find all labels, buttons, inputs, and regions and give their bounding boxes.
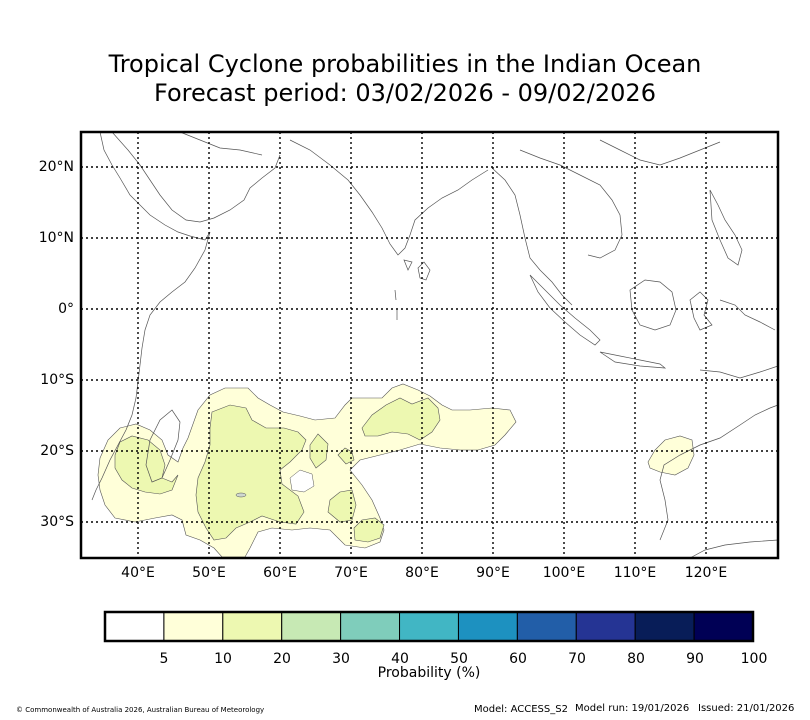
colorbar-tick: 20 — [273, 651, 291, 667]
model-name: Model: ACCESS_S2 — [474, 704, 568, 715]
lat-label-10n: 10°N — [38, 230, 74, 246]
colorbar-tick: 80 — [627, 651, 645, 667]
colorbar-tick: 40 — [391, 651, 409, 667]
lat-label-30s: 30°S — [40, 514, 74, 530]
colorbar-label: Probability (%) — [377, 665, 481, 681]
lon-label-70e: 70°E — [334, 565, 368, 581]
low-probability-patches — [235, 469, 315, 498]
lon-label-60e: 60°E — [263, 565, 297, 581]
lon-label-100e: 100°E — [542, 565, 586, 581]
lat-label-0: 0° — [58, 301, 74, 317]
lon-label-40e: 40°E — [121, 565, 155, 581]
lon-label-50e: 50°E — [192, 565, 226, 581]
map-frame — [79, 130, 780, 560]
colorbar-tick: 30 — [332, 651, 350, 667]
lon-label-120e: 120°E — [684, 565, 728, 581]
lon-label-80e: 80°E — [405, 565, 439, 581]
lon-label-90e: 90°E — [476, 565, 510, 581]
colorbar-tick: 90 — [686, 651, 704, 667]
colorbar-tick: 10 — [214, 651, 232, 667]
colorbar-tick: 70 — [568, 651, 586, 667]
lon-label-110e: 110°E — [613, 565, 657, 581]
forecast-period: Forecast period: 03/02/2026 - 09/02/2026 — [154, 79, 656, 107]
colorbar-tick: 60 — [509, 651, 527, 667]
chart-title: Tropical Cyclone probabilities in the In… — [108, 50, 702, 78]
probability-area-10-20 — [114, 397, 441, 543]
colorbar-tick: 100 — [740, 651, 768, 667]
colorbar-tick: 50 — [450, 651, 468, 667]
copyright-notice: © Commonwealth of Australia 2026, Austra… — [16, 706, 265, 714]
issued-date: Issued: 21/01/2026 — [698, 703, 795, 714]
model-run-date: Model run: 19/01/2026 — [575, 703, 690, 714]
lat-label-20n: 20°N — [38, 159, 74, 175]
lat-label-20s: 20°S — [40, 443, 74, 459]
graticule — [81, 132, 778, 558]
colorbar-tick: 5 — [159, 651, 169, 667]
lat-label-10s: 10°S — [40, 372, 74, 388]
